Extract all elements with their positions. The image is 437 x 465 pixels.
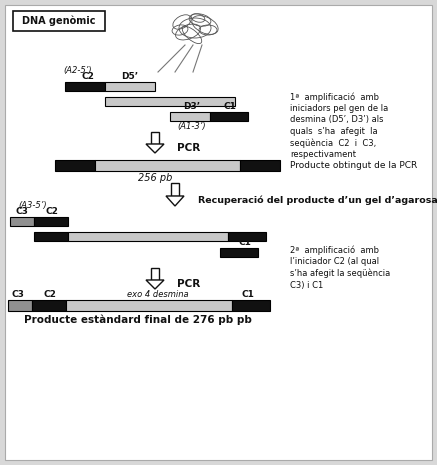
Bar [8,300,32,311]
Text: PCR: PCR [177,279,200,289]
Text: 2ª  amplificació  amb
l’iniciador C2 (al qual
s’ha afegit la seqüència
C3) i C1: 2ª amplificació amb l’iniciador C2 (al q… [290,245,390,290]
Text: 1ª  amplificació  amb
iniciadors pel gen de la
desmina (D5’, D3’) als
quals  s’h: 1ª amplificació amb iniciadors pel gen d… [290,92,388,159]
Bar [228,232,266,241]
Text: (A3-5’): (A3-5’) [18,201,47,210]
Bar [240,160,280,171]
Bar [65,82,105,91]
Bar [220,248,258,257]
Bar [32,300,66,311]
Text: exo 4 desmina: exo 4 desmina [127,290,189,299]
Text: Producte obtingut de la PCR: Producte obtingut de la PCR [290,160,417,170]
Bar [34,217,68,226]
Text: D3’: D3’ [184,102,201,111]
Bar [170,112,210,121]
Text: 256 pb: 256 pb [138,173,172,183]
Text: C1: C1 [224,102,236,111]
Bar [66,300,232,311]
Text: Producte estàndard final de 276 pb pb: Producte estàndard final de 276 pb pb [24,314,252,325]
Bar [232,300,270,311]
Bar [55,160,95,171]
Text: C2: C2 [45,207,59,216]
Text: C1: C1 [242,290,254,299]
Text: (A1-3’): (A1-3’) [178,122,206,131]
Text: Recuperació del producte d’un gel d’agarosa: Recuperació del producte d’un gel d’agar… [198,195,437,205]
Bar [210,112,248,121]
Text: C2: C2 [44,290,56,299]
Bar [68,232,228,241]
Text: C3: C3 [11,290,24,299]
Text: PCR: PCR [177,143,200,153]
Bar [105,97,235,106]
Text: C1: C1 [239,238,251,247]
Text: C3: C3 [16,207,28,216]
Bar [95,160,240,171]
Bar [105,82,155,91]
Text: (A2-5’): (A2-5’) [64,66,92,75]
Polygon shape [146,280,164,289]
FancyBboxPatch shape [13,11,105,31]
Bar [171,183,179,196]
Polygon shape [166,196,184,206]
Bar [34,232,68,241]
Bar [151,268,159,280]
Text: C2: C2 [82,72,94,81]
Polygon shape [146,144,164,153]
Text: DNA genòmic: DNA genòmic [22,16,96,26]
Text: D5’: D5’ [121,72,139,81]
Bar [10,217,34,226]
Bar [151,132,159,144]
